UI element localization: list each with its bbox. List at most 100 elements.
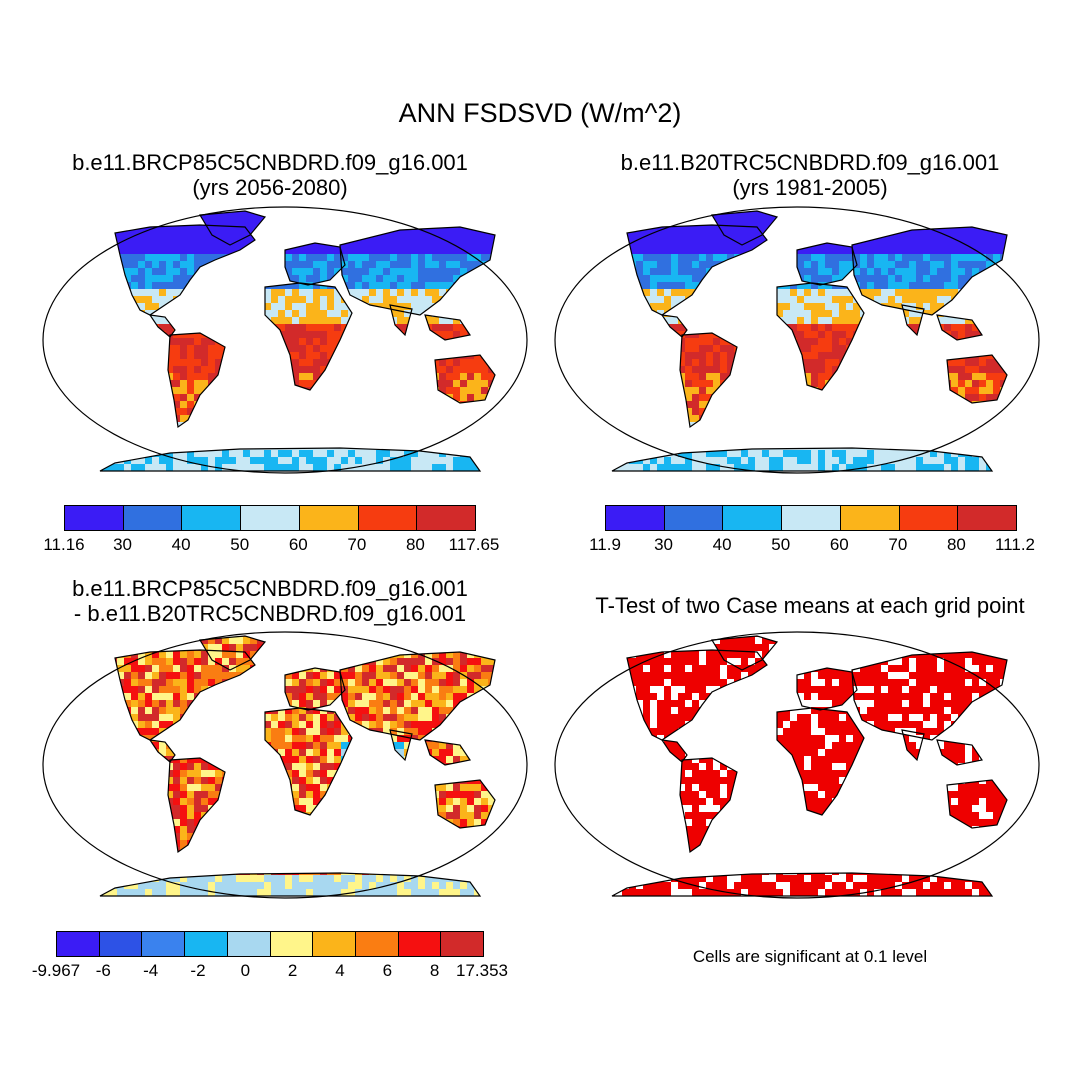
coastline-australia [946, 779, 1008, 829]
colorbar-control [605, 505, 1017, 531]
colorbar-difference-tick-label: -9.967 [31, 961, 81, 980]
coastline-asia [851, 226, 1008, 316]
colorbar-difference-tick-label: 8 [429, 961, 440, 980]
colorbar-difference-swatch [57, 932, 100, 956]
coastline-se-asia [424, 739, 471, 766]
colorbar-case-tick-label: 11.16 [43, 535, 85, 554]
panel-difference-title-line2: - b.e11.B20TRC5CNBDRD.f09_g16.001 [73, 601, 467, 626]
colorbar-control-swatch [899, 506, 959, 530]
colorbar-case-labels: 11.16 30 40 50 60 70 80 117.65 [43, 535, 499, 557]
coastline-europe [796, 242, 858, 286]
colorbar-difference-tick-label: 2 [287, 961, 298, 980]
colorbar-case-tick-label: 50 [230, 535, 250, 554]
coastline-australia [434, 779, 496, 829]
colorbar-difference-swatch [99, 932, 143, 956]
colorbar-difference-tick-label: 4 [335, 961, 345, 980]
colorbar-case-swatch [123, 506, 183, 530]
coastline-north-america [626, 649, 768, 741]
coastline-north-america [626, 224, 768, 316]
colorbar-control-tick-label: 40 [712, 535, 732, 554]
colorbar-difference-swatch [398, 932, 442, 956]
coastline-se-asia [936, 314, 983, 341]
colorbar-difference-swatch [313, 932, 356, 956]
coastline-south-america [167, 757, 226, 854]
map-border [554, 206, 1040, 474]
colorbar-case-swatch [299, 506, 359, 530]
map-border [554, 631, 1040, 899]
coastline-india [389, 729, 413, 762]
colorbar-difference-tick-label: 6 [382, 961, 393, 980]
coastline-north-america [114, 649, 256, 741]
map-border [42, 631, 528, 899]
colorbar-control-tick-label: 60 [829, 535, 849, 554]
map-difference [42, 631, 528, 899]
coastline-australia [946, 354, 1008, 404]
colorbar-difference-swatch [355, 932, 399, 956]
coastline-central-america [148, 314, 176, 338]
coastline-africa [776, 282, 865, 391]
coastline-asia [851, 651, 1008, 741]
colorbar-case-tick-label: 70 [347, 535, 367, 554]
colorbar-case [64, 505, 476, 531]
panel-control-title-line1: b.e11.B20TRC5CNBDRD.f09_g16.001 [620, 150, 1000, 175]
map-control [554, 206, 1040, 474]
colorbar-case-tick-label: 60 [288, 535, 308, 554]
colorbar-difference-tick-label: -4 [143, 961, 159, 980]
coastline-south-america [679, 757, 738, 854]
panel-difference-title-line1: b.e11.BRCP85C5CNBDRD.f09_g16.001 [72, 576, 468, 601]
colorbar-case-tick-label: 40 [171, 535, 191, 554]
colorbar-control-tick-label: 30 [654, 535, 674, 554]
panel-case-title: b.e11.BRCP85C5CNBDRD.f09_g16.001 (yrs 20… [30, 150, 510, 200]
panel-difference-title: b.e11.BRCP85C5CNBDRD.f09_g16.001 - b.e11… [30, 576, 510, 626]
coastline-greenland [710, 210, 779, 246]
figure-title: ANN FSDSVD (W/m^2) [398, 98, 682, 128]
colorbar-control-swatch [723, 506, 783, 530]
colorbar-control-tick-label: 70 [888, 535, 908, 554]
coastline-europe [796, 667, 858, 711]
colorbar-control-tick-label: 111.2 [994, 535, 1036, 554]
colorbar-difference-swatch [185, 932, 228, 956]
colorbar-difference-tick-label: -2 [190, 961, 206, 980]
colorbar-control-swatch [664, 506, 724, 530]
colorbar-control-labels: 11.9 30 40 50 60 70 80 111.2 [589, 535, 1035, 557]
map-case [42, 206, 528, 474]
coastline-europe [284, 667, 346, 711]
colorbar-difference-swatch [441, 932, 484, 956]
coastline-south-america [167, 332, 226, 429]
coastline-india [901, 304, 925, 337]
coastline-south-america [679, 332, 738, 429]
coastline-africa [264, 282, 353, 391]
map-border [42, 206, 528, 474]
coastline-north-america [114, 224, 256, 316]
colorbar-control-swatch [606, 506, 665, 530]
coastline-europe [284, 242, 346, 286]
panel-control-title: b.e11.B20TRC5CNBDRD.f09_g16.001 (yrs 198… [570, 150, 1050, 200]
coastline-greenland [198, 635, 267, 671]
coastline-asia [339, 226, 496, 316]
colorbar-case-swatch [241, 506, 300, 530]
colorbar-case-swatch [417, 506, 476, 530]
colorbar-difference-swatch [227, 932, 271, 956]
colorbar-difference-tick-label: 0 [240, 961, 251, 980]
colorbar-case-tick-label: 80 [405, 535, 425, 554]
colorbar-control-tick-label: 80 [946, 535, 966, 554]
coastline-se-asia [424, 314, 471, 341]
colorbar-case-swatch [65, 506, 124, 530]
coastline-greenland [710, 635, 779, 671]
colorbar-control-swatch [840, 506, 900, 530]
coastline-central-america [660, 314, 688, 338]
coastline-india [389, 304, 413, 337]
colorbar-difference-tick-label: 17.353 [456, 961, 508, 980]
coastline-central-america [660, 739, 688, 763]
colorbar-case-swatch [358, 506, 418, 530]
colorbar-case-tick-label: 117.65 [448, 535, 500, 554]
coastline-greenland [198, 210, 267, 246]
panel-case-title-line1: b.e11.BRCP85C5CNBDRD.f09_g16.001 [72, 150, 468, 175]
coastline-asia [339, 651, 496, 741]
map-ttest [554, 631, 1040, 899]
colorbar-difference-labels: -9.967 -6 -4 -2 0 2 4 6 8 17.353 [32, 961, 508, 983]
panel-ttest-title: T-Test of two Case means at each grid po… [595, 593, 1025, 618]
colorbar-control-swatch [958, 506, 1017, 530]
panel-control-title-line2: (yrs 1981-2005) [732, 175, 888, 200]
colorbar-control-tick-label: 50 [771, 535, 791, 554]
